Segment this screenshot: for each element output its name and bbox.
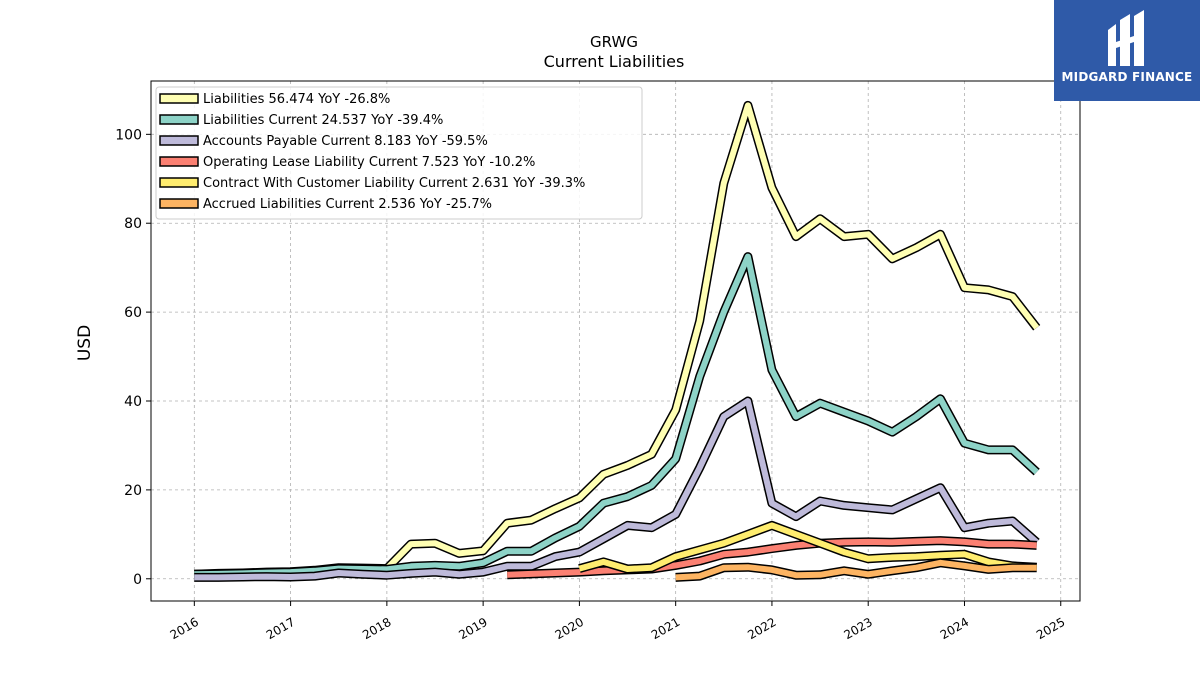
legend-swatch: [159, 93, 199, 104]
y-tick-label: 100: [115, 127, 142, 143]
legend-entry: Accrued Liabilities Current 2.536 YoY -2…: [203, 197, 492, 212]
brand-logo: MIDGARD FINANCE: [1054, 0, 1200, 101]
series-line: [507, 537, 1037, 578]
chart-subtitle: Current Liabilities: [544, 52, 685, 71]
y-tick-label: 60: [124, 305, 142, 321]
series-line: [194, 253, 1039, 578]
legend-entry: Contract With Customer Liability Current…: [203, 176, 585, 191]
legend-swatch: [159, 114, 199, 125]
y-tick-label: 40: [124, 394, 142, 410]
y-tick-label: 0: [133, 572, 142, 588]
series-line: [675, 559, 1037, 581]
y-axis-label: USD: [75, 325, 95, 361]
chart-title: GRWG: [590, 33, 638, 51]
series-line: [578, 522, 1037, 572]
midgard-logo-icon: [1108, 10, 1144, 66]
legend-entry: Operating Lease Liability Current 7.523 …: [203, 155, 535, 170]
legend-entry: Liabilities 56.474 YoY -26.8%: [203, 92, 390, 107]
legend-box: [155, 86, 643, 220]
y-tick-label: 80: [124, 216, 142, 232]
y-tick-label: 20: [124, 483, 142, 499]
legend-swatch: [159, 177, 199, 188]
legend-entry: Liabilities Current 24.537 YoY -39.4%: [203, 113, 443, 128]
legend-entry: Accounts Payable Current 8.183 YoY -59.5…: [203, 134, 488, 149]
legend-swatch: [159, 198, 199, 209]
legend-swatch: [159, 135, 199, 146]
legend: Liabilities 56.474 YoY -26.8% Liabilities…: [155, 86, 643, 220]
brand-name: MIDGARD FINANCE: [1061, 70, 1193, 84]
series-line: [194, 398, 1039, 581]
plot-frame: [150, 80, 1081, 602]
legend-swatch: [159, 156, 199, 167]
series-lines: [194, 100, 1041, 582]
